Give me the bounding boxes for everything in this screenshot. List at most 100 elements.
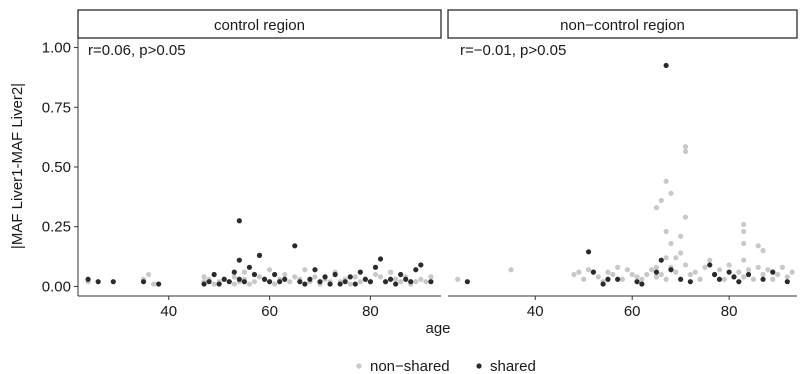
point-shared <box>251 271 258 278</box>
point-non-shared <box>741 240 747 247</box>
point-shared <box>292 243 298 249</box>
point-shared <box>393 281 399 287</box>
point-shared <box>256 252 263 258</box>
point-non-shared <box>789 269 795 275</box>
point-non-shared <box>745 267 752 273</box>
point-non-shared <box>663 178 669 184</box>
point-shared <box>266 279 273 285</box>
point-non-shared <box>393 276 399 282</box>
point-non-shared <box>418 276 424 282</box>
point-shared <box>332 271 338 278</box>
point-non-shared <box>760 248 766 254</box>
x-tick-label: 80 <box>362 303 379 320</box>
panel-non-control-region: non−control region 40 60 80 r=−0.01, p>0.0… <box>447 9 798 320</box>
point-non-shared <box>312 274 318 280</box>
point-non-shared <box>673 255 679 261</box>
point-non-shared <box>246 281 253 287</box>
point-non-shared <box>726 262 732 268</box>
legend-label-shared: shared <box>490 358 536 374</box>
point-non-shared <box>750 276 756 282</box>
point-non-shared <box>663 255 669 261</box>
point-non-shared <box>413 279 419 285</box>
point-shared <box>302 281 308 287</box>
point-non-shared <box>266 267 273 273</box>
y-tick-label: 0.75 <box>42 99 71 116</box>
point-non-shared <box>692 269 698 275</box>
point-shared <box>634 279 640 285</box>
point-shared <box>770 269 776 275</box>
x-axis-label: age <box>425 320 450 337</box>
point-shared <box>736 279 742 285</box>
point-shared <box>277 279 283 285</box>
point-non-shared <box>387 269 394 275</box>
point-shared <box>241 279 247 285</box>
point-non-shared <box>624 267 630 273</box>
point-non-shared <box>428 274 434 280</box>
point-non-shared <box>741 274 747 280</box>
point-shared <box>711 271 718 278</box>
x-tick-label: 60 <box>624 303 641 320</box>
point-shared <box>716 276 723 282</box>
strip-non-control-region <box>447 9 798 39</box>
point-non-shared <box>678 233 684 239</box>
point-non-shared <box>687 271 693 278</box>
point-non-shared <box>201 274 207 280</box>
y-tick-label: 1.00 <box>42 40 71 57</box>
point-non-shared <box>741 228 747 235</box>
point-shared <box>246 264 253 270</box>
point-shared <box>337 281 343 287</box>
point-non-shared <box>760 271 766 278</box>
point-non-shared <box>455 276 461 282</box>
y-tick-label: 0.50 <box>42 159 71 176</box>
point-shared <box>663 62 669 69</box>
point-shared <box>653 269 660 275</box>
point-shared <box>377 256 384 262</box>
point-shared <box>731 274 737 280</box>
point-shared <box>745 271 752 278</box>
point-non-shared <box>151 281 157 287</box>
point-shared <box>418 262 424 268</box>
point-non-shared <box>629 271 635 278</box>
point-non-shared <box>702 264 708 270</box>
point-shared <box>110 279 116 285</box>
point-shared <box>206 279 212 285</box>
point-shared <box>413 267 419 273</box>
point-non-shared <box>741 221 747 227</box>
point-shared <box>760 276 766 282</box>
y-axis-label: |MAF Liver1-MAF Liver2| <box>9 83 26 249</box>
point-non-shared <box>663 276 669 282</box>
point-non-shared <box>605 269 611 275</box>
point-shared <box>639 281 645 287</box>
point-non-shared <box>585 267 592 273</box>
point-shared <box>85 276 91 282</box>
y-ticks: 0.00 0.25 0.50 0.75 1.00 <box>42 40 78 295</box>
point-shared <box>140 279 147 285</box>
x-ticks-control-region: 40 60 80 <box>160 296 379 320</box>
point-non-shared <box>658 197 664 204</box>
y-tick-label: 0.00 <box>42 278 71 295</box>
point-non-shared <box>282 271 288 278</box>
x-tick-label: 60 <box>261 303 278 320</box>
point-shared <box>362 276 368 282</box>
point-shared <box>201 281 207 287</box>
point-non-shared <box>287 279 293 285</box>
point-non-shared <box>639 276 645 282</box>
annotation-non-control-region: r=−0.01, p>0.05 <box>460 42 566 59</box>
point-non-shared <box>716 267 723 273</box>
point-non-shared <box>678 250 684 256</box>
point-shared <box>261 276 268 282</box>
point-shared <box>403 276 409 282</box>
point-non-shared <box>251 279 258 285</box>
point-non-shared <box>779 264 786 270</box>
point-non-shared <box>576 269 582 275</box>
point-non-shared <box>682 262 689 268</box>
legend-label-non-shared: non−shared <box>370 358 450 374</box>
point-non-shared <box>231 281 237 287</box>
point-shared <box>221 276 227 282</box>
point-non-shared <box>211 281 217 287</box>
y-tick-label: 0.25 <box>42 219 71 236</box>
strip-title-control-region: control region <box>214 17 305 34</box>
point-non-shared <box>755 243 761 249</box>
point-shared <box>231 269 237 275</box>
